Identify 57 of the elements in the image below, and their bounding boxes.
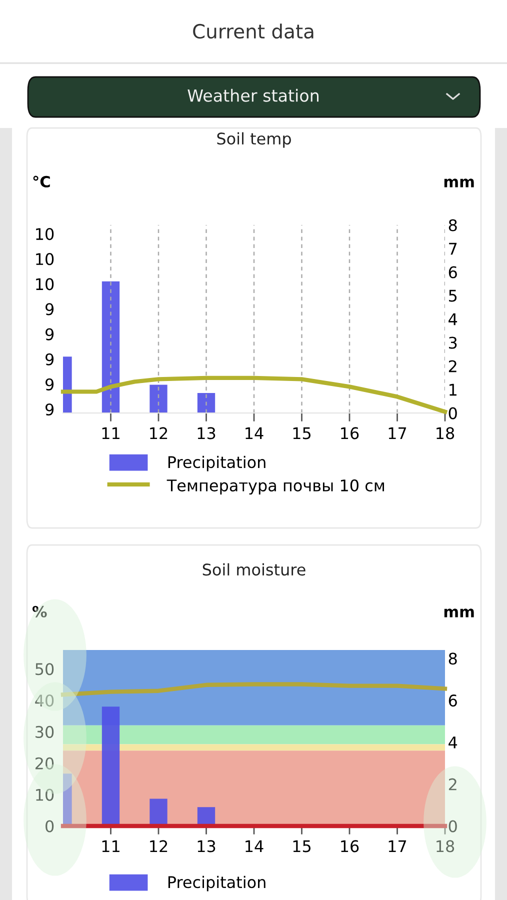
y-tick-label: 9 <box>46 353 54 366</box>
x-tick-label: 15 <box>293 427 311 440</box>
y2-tick-label: 6 <box>448 266 457 278</box>
y-tick-label: 10 <box>36 228 54 240</box>
chart-title: Soil temp <box>217 132 291 148</box>
y2-tick-label: 0 <box>448 820 457 832</box>
x-tick-label: 11 <box>102 427 120 440</box>
y2-tick-label: 2 <box>448 778 456 790</box>
y-axis-title: °C <box>33 176 50 188</box>
y2-tick-label: 0 <box>448 407 457 420</box>
x-tick-label: 18 <box>436 840 454 852</box>
y2-tick-label: 7 <box>449 242 457 255</box>
y2-tick-label: 2 <box>448 360 456 372</box>
x-tick-label: 13 <box>198 427 216 440</box>
x-tick-label: 16 <box>341 427 359 440</box>
y-tick-label: 10 <box>36 278 54 290</box>
x-tick-label: 12 <box>150 840 168 852</box>
y2-tick-label: 3 <box>448 336 457 349</box>
y2-tick-label: 4 <box>448 736 458 748</box>
x-tick-label: 14 <box>246 427 264 440</box>
line-series <box>60 682 448 697</box>
y-tick-label: 10 <box>36 788 54 801</box>
x-tick-label: 15 <box>293 840 311 852</box>
y2-axis-title: mm <box>444 178 474 188</box>
x-tick-label: 17 <box>388 840 406 852</box>
y2-tick-label: 5 <box>449 290 457 302</box>
x-tick-label: 17 <box>388 427 406 440</box>
y-tick-label: 10 <box>36 253 54 266</box>
y-tick-label: 9 <box>46 378 54 390</box>
line-series <box>60 376 448 414</box>
x-tick-label: 12 <box>150 427 168 440</box>
y-tick-label: 0 <box>46 820 54 832</box>
y-axis-title: % <box>32 606 47 618</box>
y2-tick-label: 6 <box>448 694 457 707</box>
y2-tick-label: 1 <box>450 384 456 396</box>
y-tick-label: 9 <box>46 403 54 416</box>
y-tick-label: 30 <box>36 726 54 738</box>
x-tick-label: 18 <box>436 427 454 440</box>
x-tick-label: 13 <box>198 840 216 852</box>
x-tick-label: 11 <box>102 840 120 852</box>
y2-tick-label: 8 <box>448 219 457 232</box>
y2-tick-label: 8 <box>448 652 457 665</box>
x-tick-label: 16 <box>341 840 359 852</box>
x-tick-label: 14 <box>246 840 264 852</box>
y2-tick-label: 4 <box>448 313 458 326</box>
text: Current data <box>193 24 314 39</box>
y2-axis-title: mm <box>444 608 474 618</box>
y-tick-label: 20 <box>36 757 54 770</box>
y-tick-label: 9 <box>46 328 54 340</box>
y-tick-label: 9 <box>46 303 54 316</box>
legend-label: Температура почвы 10 см <box>166 479 384 495</box>
text: Weather station <box>188 88 318 102</box>
chart-title: Soil moisture <box>202 563 306 576</box>
legend-label: Precipitation <box>168 456 266 472</box>
legend-label: Precipitation <box>168 876 266 892</box>
y-tick-label: 40 <box>35 694 54 707</box>
y-tick-label: 50 <box>36 663 54 676</box>
